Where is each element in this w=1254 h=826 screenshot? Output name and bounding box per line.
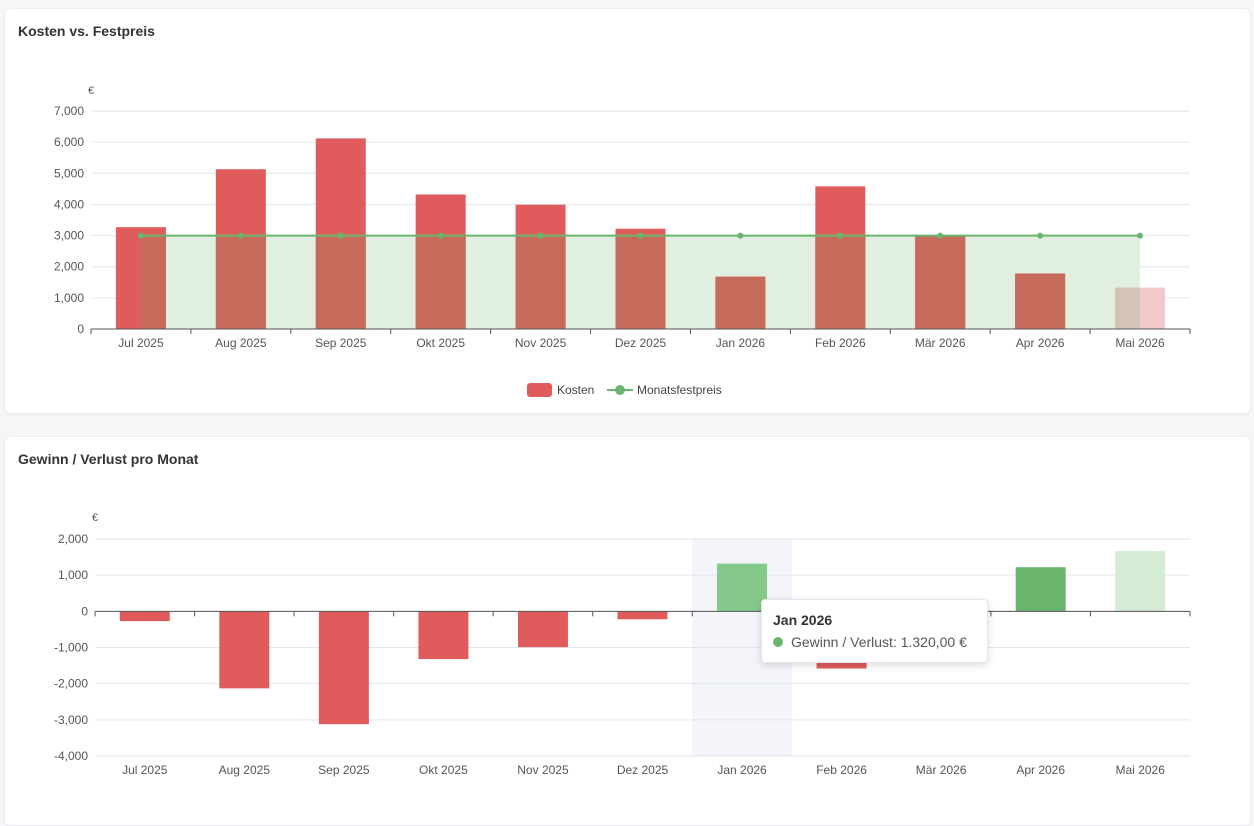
- x-tick-label: Mär 2026: [916, 763, 967, 777]
- cost-bar-area-overlap: [1015, 273, 1066, 329]
- tooltip-title: Jan 2026: [773, 612, 833, 628]
- x-tick-label: Mär 2026: [915, 336, 966, 350]
- y-tick-label: 5,000: [54, 166, 84, 180]
- fixed-price-point: [337, 232, 344, 239]
- chart-card-profit-loss: Gewinn / Verlust pro Monat: [4, 436, 1251, 826]
- tooltip-series: Gewinn / Verlust: [791, 634, 893, 650]
- chart-title: Gewinn / Verlust pro Monat: [18, 451, 199, 467]
- loss-bar: [617, 611, 668, 620]
- x-tick-label: Jan 2026: [716, 336, 766, 350]
- y-tick-label: 7,000: [54, 104, 84, 118]
- cost-bar-area-overlap: [415, 235, 466, 329]
- tooltip-row: Gewinn / Verlust: 1.320,00 €: [773, 634, 976, 650]
- y-tick-label: -3,000: [54, 713, 88, 727]
- y-tick-label: -4,000: [54, 749, 88, 763]
- chart-tooltip: Jan 2026 Gewinn / Verlust: 1.320,00 €: [761, 599, 988, 663]
- x-tick-label: Jan 2026: [717, 763, 767, 777]
- fixed-price-point: [637, 232, 644, 239]
- fixed-price-point: [537, 232, 544, 239]
- x-tick-label: Sep 2025: [315, 336, 367, 350]
- y-axis-unit: €: [88, 85, 94, 97]
- fixed-price-point: [1137, 232, 1144, 239]
- fixed-price-point: [237, 232, 244, 239]
- cost-bar-area-overlap: [1115, 287, 1141, 329]
- x-tick-label: Jul 2025: [118, 336, 164, 350]
- loss-bar: [318, 611, 369, 725]
- x-tick-label: Dez 2025: [617, 763, 669, 777]
- y-tick-label: 0: [81, 604, 88, 618]
- legend-swatch-fixed-point: [615, 385, 625, 395]
- profit-bar: [717, 563, 768, 612]
- cost-bar-area-overlap: [315, 235, 366, 329]
- x-tick-label: Apr 2026: [1016, 336, 1065, 350]
- y-tick-label: 1,000: [54, 291, 84, 305]
- cost-bar-area-overlap: [915, 235, 966, 329]
- y-axis-unit: €: [92, 512, 98, 524]
- cost-bar-area-overlap: [215, 235, 266, 329]
- cost-bar-area-overlap: [140, 235, 166, 329]
- chart-title: Kosten vs. Festpreis: [18, 23, 155, 39]
- x-tick-label: Feb 2026: [815, 336, 866, 350]
- tooltip-separator: :: [892, 634, 901, 650]
- x-tick-label: Nov 2025: [517, 763, 569, 777]
- x-tick-label: Dez 2025: [615, 336, 667, 350]
- loss-bar: [517, 611, 568, 648]
- x-tick-label: Aug 2025: [219, 763, 271, 777]
- x-tick-label: Apr 2026: [1016, 763, 1065, 777]
- x-tick-label: Sep 2025: [318, 763, 370, 777]
- fixed-price-point: [1037, 232, 1044, 239]
- costs-vs-fixed-price-chart[interactable]: 0 1,000 2,000 3,000 4,000 5,000 6,000 7,000 € Jul…: [0, 0, 1254, 420]
- fixed-price-point: [937, 232, 944, 239]
- x-tick-label: Feb 2026: [816, 763, 867, 777]
- profit-bar: [1115, 550, 1166, 612]
- y-tick-label: 6,000: [54, 135, 84, 149]
- y-tick-label: 3,000: [54, 229, 84, 243]
- y-tick-label: -2,000: [54, 677, 88, 691]
- x-tick-label: Okt 2025: [419, 763, 468, 777]
- profit-bar: [1015, 567, 1066, 612]
- fixed-price-point: [737, 232, 744, 239]
- cost-bar-area-overlap: [715, 276, 766, 329]
- y-tick-label: 2,000: [54, 260, 84, 274]
- series-dot-icon: [773, 637, 783, 647]
- x-tick-label: Okt 2025: [416, 336, 465, 350]
- x-tick-label: Mai 2026: [1116, 763, 1166, 777]
- loss-bar: [119, 611, 170, 622]
- y-tick-label: -1,000: [54, 641, 88, 655]
- legend-label-costs: Kosten: [557, 383, 594, 397]
- loss-bar: [219, 611, 270, 689]
- cost-bar-area-overlap: [615, 235, 666, 329]
- x-tick-label: Jul 2025: [122, 763, 168, 777]
- y-tick-label: 4,000: [54, 197, 84, 211]
- cost-bar-area-overlap: [815, 235, 866, 329]
- y-tick-label: 2,000: [58, 532, 88, 546]
- fixed-price-point: [137, 232, 144, 239]
- fixed-price-point: [437, 232, 444, 239]
- y-tick-label: 0: [77, 322, 84, 336]
- x-tick-label: Aug 2025: [215, 336, 267, 350]
- x-tick-label: Nov 2025: [515, 336, 567, 350]
- loss-bar: [418, 611, 469, 660]
- chart-card-costs: Kosten vs. Festpreis: [4, 8, 1251, 414]
- cost-bar-area-overlap: [515, 235, 566, 329]
- y-tick-label: 1,000: [58, 568, 88, 582]
- legend-swatch-costs: [527, 383, 552, 397]
- tooltip-value: 1.320,00 €: [900, 634, 967, 650]
- legend-label-fixed: Monatsfestpreis: [637, 383, 722, 397]
- fixed-price-point: [837, 232, 844, 239]
- x-tick-label: Mai 2026: [1115, 336, 1165, 350]
